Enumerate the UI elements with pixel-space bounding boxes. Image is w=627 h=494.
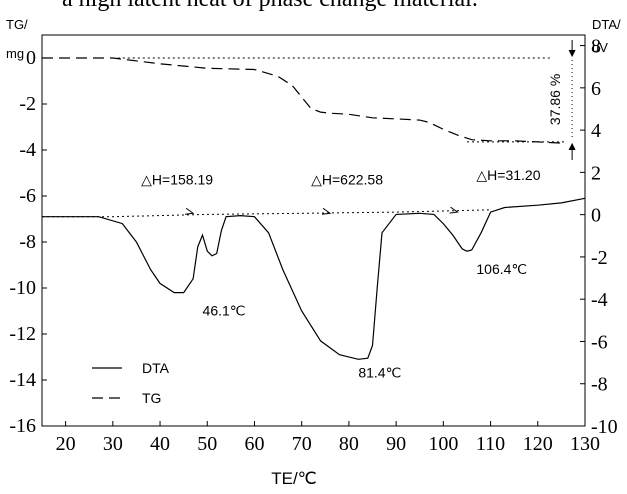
y-left-tick-label: -14 (9, 369, 36, 391)
series-line-baseline (42, 209, 491, 218)
y-right-tick-label: 2 (591, 162, 601, 184)
bracket-bottom-arrowhead (568, 142, 576, 151)
annotation-label: △H=31.20 (476, 167, 540, 183)
y-right-axis-label-unit: uV (592, 40, 608, 55)
bracket-top-arrowhead (568, 49, 576, 58)
annotation-label: △H=158.19 (141, 172, 213, 188)
legend-label-dta: DTA (142, 360, 170, 376)
annotation-label: 81.4℃ (358, 365, 401, 381)
y-right-tick-label: 6 (591, 78, 601, 100)
y-right-tick-label: 4 (591, 120, 601, 142)
x-tick-label: 40 (150, 433, 170, 455)
plot-frame (41, 34, 586, 427)
y-right-tick-label: -8 (591, 374, 608, 396)
y-left-axis-label-top: TG/ (6, 17, 28, 32)
x-tick-label: 110 (476, 433, 505, 455)
y-right-tick-label: 8 (591, 36, 601, 58)
y-left-tick-label: -6 (19, 185, 36, 207)
annotation-label: 46.1℃ (203, 303, 246, 319)
x-tick-label: 100 (428, 433, 458, 455)
series-line-dta (42, 197, 586, 360)
x-tick-label: 50 (197, 433, 217, 455)
x-tick-label: 60 (244, 433, 264, 455)
y-left-tick-label: -8 (19, 231, 36, 253)
x-tick-label: 130 (570, 433, 600, 455)
dh-marker-arrow (321, 207, 332, 215)
y-left-tick-label: -2 (19, 93, 36, 115)
x-axis-label: TE/℃ (271, 469, 317, 488)
dh-marker-arrow (449, 206, 459, 214)
x-tick-label: 120 (523, 433, 553, 455)
y-right-tick-label: -2 (591, 247, 608, 269)
x-tick-label: 20 (56, 433, 76, 455)
y-right-tick-label: -4 (591, 289, 608, 311)
y-right-tick-label: -10 (591, 416, 618, 438)
y-left-tick-label: 0 (26, 47, 36, 69)
y-left-axis-label-unit: mg (6, 46, 24, 61)
y-left-tick-label: -10 (9, 277, 36, 299)
annotation-label: △H=622.58 (311, 172, 383, 188)
x-tick-label: 80 (339, 433, 359, 455)
caption-text: a high latent heat of phase change mater… (0, 0, 627, 13)
x-tick-label: 90 (386, 433, 406, 455)
annotation-label: 106.4℃ (476, 261, 527, 277)
y-right-tick-label: 0 (591, 205, 601, 227)
y-left-tick-label: -16 (9, 415, 36, 437)
legend-label-tg: TG (142, 390, 161, 406)
y-right-axis-label-top: DTA/ (592, 17, 621, 32)
y-left-tick-label: -4 (19, 139, 36, 161)
annotation-mass-loss: 37.86 % (547, 74, 563, 125)
y-right-tick-label: -6 (591, 331, 608, 353)
dh-marker-arrow (185, 207, 195, 215)
x-tick-label: 30 (103, 433, 123, 455)
series-line-tg (42, 57, 562, 144)
y-left-tick-label: -12 (9, 323, 36, 345)
x-tick-label: 70 (292, 433, 312, 455)
